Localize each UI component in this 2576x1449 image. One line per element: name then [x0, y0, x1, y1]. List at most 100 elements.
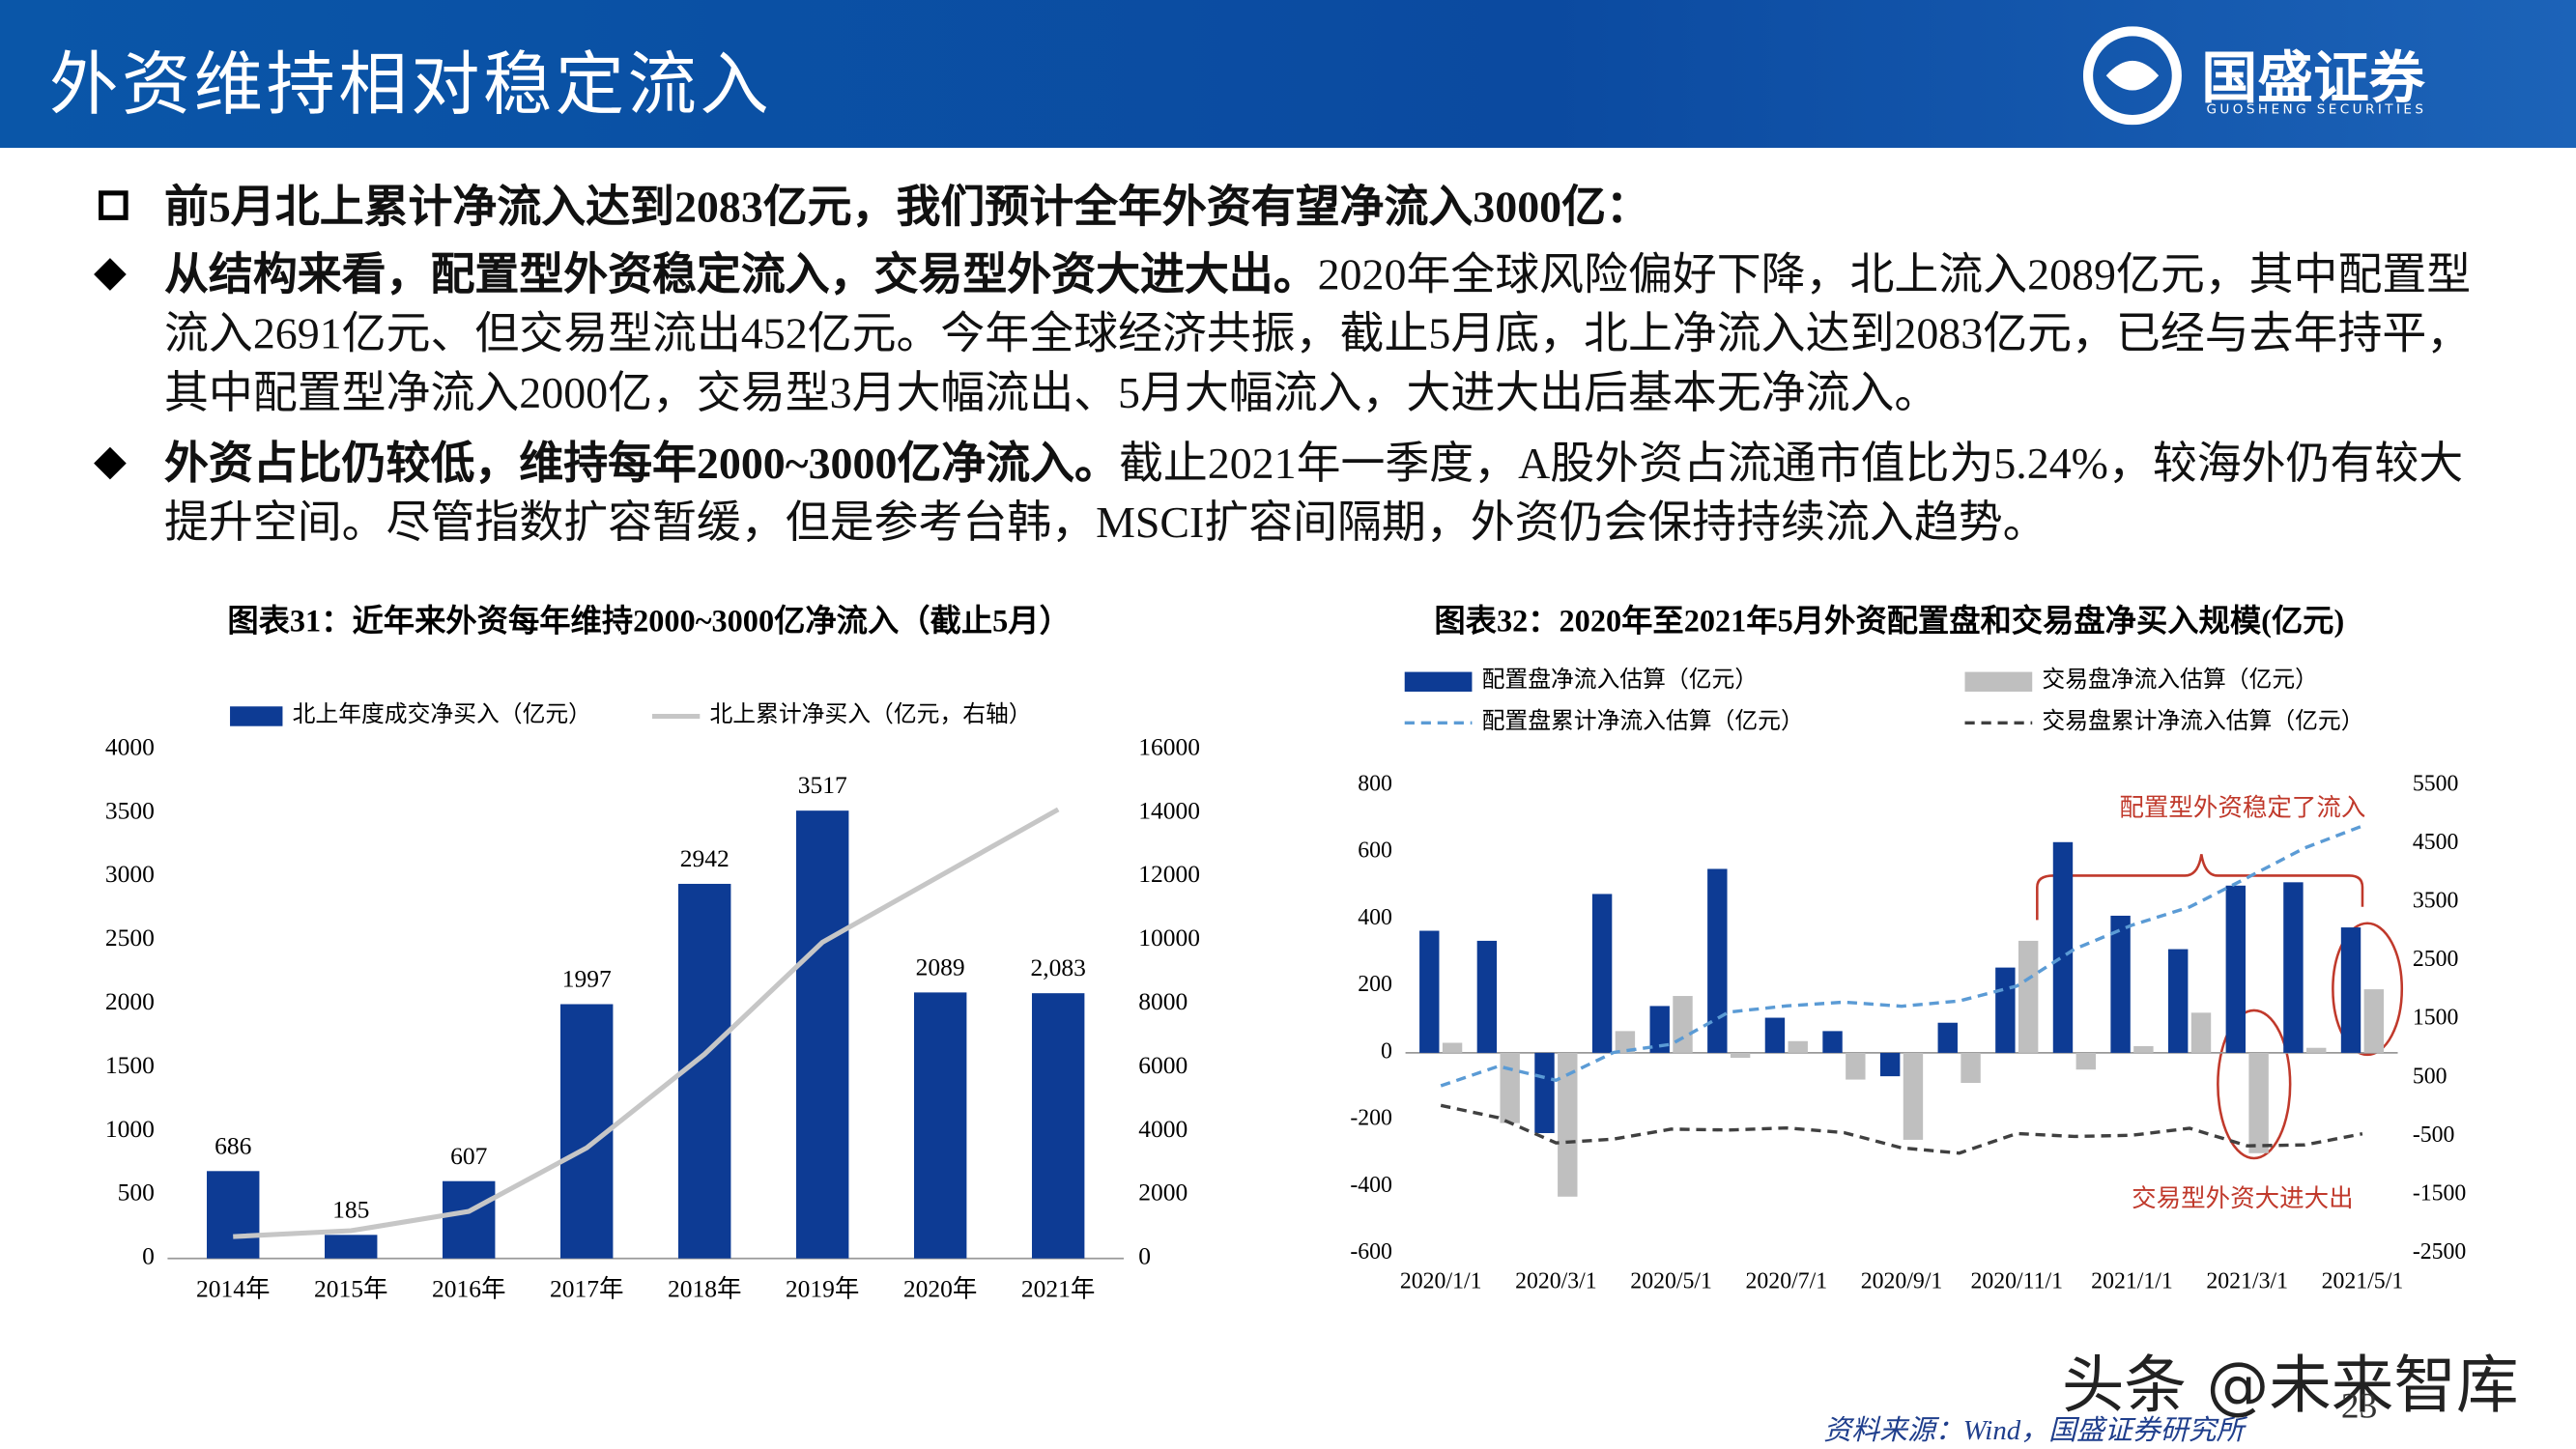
bullet-lead: 从结构来看，配置型外资稳定流入，交易型外资大进大出。	[164, 249, 1318, 299]
bar	[2283, 882, 2304, 1053]
y-tick-label: 600	[1358, 838, 1392, 864]
y-tick-label: 0	[142, 1242, 155, 1270]
bar	[1615, 1031, 1636, 1053]
chart-title: 图表32：2020年至2021年5月外资配置盘和交易盘净买入规模(亿元)	[1434, 604, 2344, 639]
y-tick-label: -400	[1350, 1173, 1392, 1198]
y-tick-label: -200	[1350, 1106, 1392, 1131]
value-label: 686	[215, 1131, 251, 1159]
bar	[1031, 993, 1085, 1259]
y2-tick-label: 1500	[2413, 1006, 2459, 1031]
chart-title: 图表31：近年来外资每年维持2000~3000亿净流入（截止5月）	[227, 604, 1071, 639]
x-tick-label: 2020/5/1	[1630, 1269, 1712, 1294]
logo-subtext: GUOSHENG SECURITIES	[2206, 101, 2427, 117]
bullet-square	[99, 190, 129, 220]
bar	[2018, 940, 2039, 1053]
bullet-lead: 前5月北上累计净流入达到2083亿元，我们预计全年外资有望净流入3000亿：	[164, 182, 1650, 232]
x-tick-label: 2016年	[432, 1275, 506, 1303]
bar	[1730, 1052, 1751, 1059]
annotation: 配置型外资稳定了流入	[2119, 793, 2365, 821]
bar	[1476, 940, 1498, 1053]
bar	[2052, 841, 2074, 1053]
x-tick-label: 2017年	[550, 1275, 624, 1303]
annotation: 交易型外资大进大出	[2132, 1184, 2353, 1212]
y2-tick-label: 8000	[1138, 987, 1188, 1015]
y2-tick-label: 6000	[1138, 1051, 1188, 1079]
bullet-lead: 外资占比仍较低，维持每年2000~3000亿净流入。	[164, 439, 1119, 489]
y2-tick-label: -2500	[2413, 1239, 2467, 1264]
y2-tick-label: 14000	[1138, 796, 1200, 824]
bar	[1788, 1040, 1808, 1053]
y2-tick-label: 0	[1138, 1242, 1151, 1270]
legend-label: 交易盘净流入估算（亿元）	[2042, 667, 2318, 693]
y-tick-label: 2000	[105, 987, 155, 1015]
y2-tick-label: 500	[2413, 1064, 2447, 1089]
y2-tick-label: 12000	[1138, 860, 1200, 888]
y-tick-label: 3500	[105, 796, 155, 824]
line	[1440, 824, 2363, 1088]
bar	[1649, 1006, 1670, 1053]
y2-tick-label: 4000	[1138, 1115, 1188, 1143]
bar	[913, 992, 967, 1259]
bar	[2110, 915, 2131, 1053]
bullet: 前5月北上累计净流入达到2083亿元，我们预计全年外资有望净流入3000亿：	[164, 178, 2494, 237]
x-tick-label: 2021/3/1	[2206, 1269, 2288, 1294]
y2-tick-label: 16000	[1138, 732, 1200, 760]
value-label: 2089	[916, 952, 965, 980]
bar	[1995, 967, 2016, 1053]
logo-text: 国盛证券	[2201, 45, 2425, 112]
bullet: 外资占比仍较低，维持每年2000~3000亿净流入。截止2021年一季度，A股外…	[164, 434, 2494, 552]
x-tick-label: 2020/3/1	[1515, 1269, 1597, 1294]
bar	[1903, 1052, 1924, 1140]
y-tick-label: -600	[1350, 1239, 1392, 1264]
bar	[1707, 868, 1728, 1053]
y-tick-label: 2500	[105, 923, 155, 952]
watermark: 头条 @未来智库	[2061, 1349, 2519, 1422]
y-tick-label: 500	[118, 1179, 155, 1207]
source: 资料来源：Wind，国盛证券研究所	[1823, 1414, 2245, 1446]
y-tick-label: 200	[1358, 972, 1392, 997]
legend-label: 北上年度成交净买入（亿元）	[293, 701, 591, 727]
bar	[1764, 1017, 1786, 1053]
y-tick-label: 0	[1381, 1038, 1392, 1064]
bar	[2133, 1045, 2154, 1053]
brace	[2036, 854, 2364, 921]
bar	[2340, 927, 2361, 1053]
bar	[2363, 989, 2385, 1053]
bar	[1879, 1052, 1901, 1077]
y2-tick-label: 3500	[2413, 889, 2459, 914]
bullet: 从结构来看，配置型外资稳定流入，交易型外资大进大出。2020年全球风险偏好下降，…	[164, 244, 2494, 422]
bullet-text: 2020年全球风险偏好下降，北上流入2089亿元，其中配置型流入2691亿元、但…	[164, 249, 2472, 417]
highlight-circle	[2217, 1009, 2292, 1160]
y2-tick-label: 2000	[1138, 1179, 1188, 1207]
x-tick-label: 2020/9/1	[1861, 1269, 1943, 1294]
y2-tick-label: 2500	[2413, 947, 2459, 972]
y2-tick-label: -500	[2413, 1122, 2455, 1148]
bar	[2167, 949, 2189, 1053]
bar	[1558, 1052, 1578, 1197]
legend-label: 北上累计净买入（亿元，右轴）	[710, 701, 1032, 727]
highlight-circle	[2332, 922, 2404, 1057]
bar	[325, 1235, 378, 1259]
bar	[207, 1171, 260, 1259]
bar	[795, 810, 849, 1259]
bar	[1822, 1031, 1843, 1053]
bar	[2248, 1052, 2269, 1153]
bar	[1500, 1052, 1520, 1123]
value-label: 2,083	[1030, 953, 1085, 981]
bar	[1591, 894, 1613, 1053]
page-title: 外资维持相对稳定流入	[49, 49, 773, 126]
bar	[1961, 1052, 1981, 1084]
legend-swatch	[1404, 671, 1473, 692]
bar	[2225, 885, 2247, 1053]
y2-tick-label: -1500	[2413, 1180, 2467, 1206]
legend-label: 配置盘累计净流入估算（亿元）	[1482, 708, 1804, 734]
y-tick-label: 1000	[105, 1115, 155, 1143]
bar	[1534, 1052, 1555, 1133]
y2-tick-label: 5500	[2413, 771, 2459, 796]
value-label: 3517	[798, 771, 847, 799]
bar	[1673, 996, 1693, 1053]
bar	[2306, 1047, 2327, 1053]
header-bar: 外资维持相对稳定流入 国盛证券 GUOSHENG SECURITIES	[0, 0, 2576, 149]
x-tick-label: 2020/11/1	[1970, 1269, 2063, 1294]
